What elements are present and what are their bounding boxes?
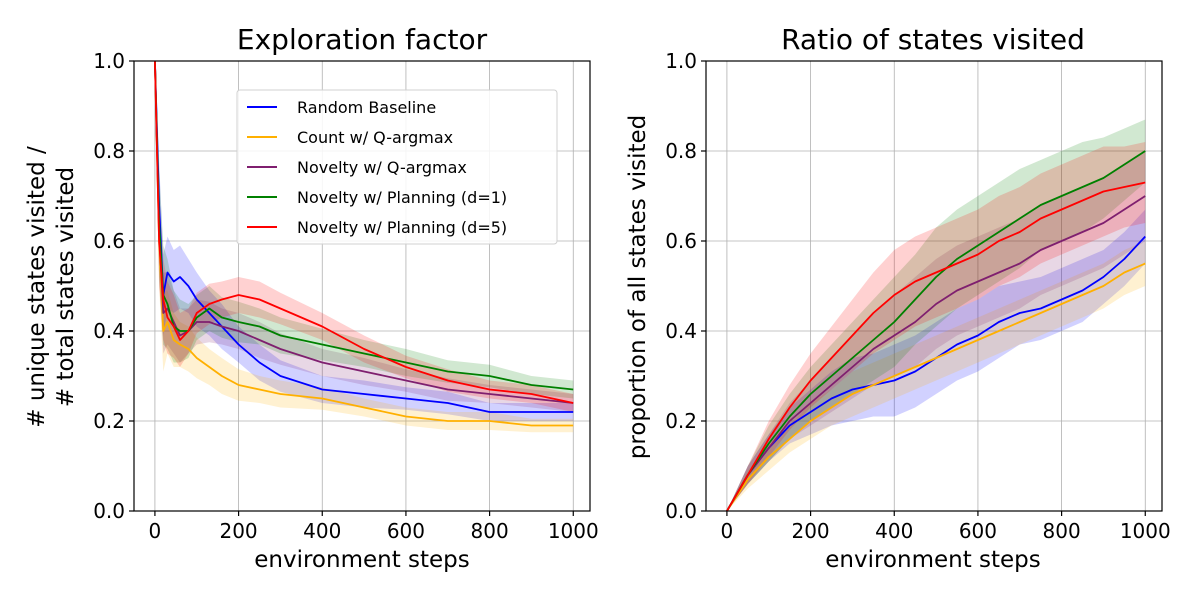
y-tick-label: 0.4 (665, 319, 697, 343)
line-random-baseline (154, 61, 574, 413)
legend: Random Baseline Count w/ Q-argmax Novelty … (236, 89, 558, 245)
x-tick-label: 400 (875, 519, 913, 543)
line-novelty-w-planning-d-1 (726, 150, 1146, 511)
legend-label-novelty-w-planning-d-1: Novelty w/ Planning (d=1) (297, 188, 507, 207)
line-novelty-w-q-argmax (726, 195, 1146, 511)
chart-ratio-of-states-visited: Ratio of states visited environment step… (625, 23, 1171, 573)
plot-frame (133, 60, 591, 512)
line-novelty-w-planning-d-5 (154, 61, 574, 404)
x-tick-label: 200 (791, 519, 829, 543)
band-novelty-w-planning-d-5 (726, 142, 1146, 511)
y-axis-label-line-2: # total states visited (53, 167, 79, 407)
y-tick-label: 0.0 (93, 499, 125, 523)
line-novelty-w-planning-d-5 (726, 181, 1146, 511)
band-random-baseline (726, 209, 1146, 511)
x-tick-label: 800 (1043, 519, 1081, 543)
y-tick-label: 0.8 (665, 139, 697, 163)
chart-title: Ratio of states visited (781, 23, 1085, 56)
x-tick-label: 200 (219, 519, 257, 543)
band-novelty-w-planning-d-1 (726, 119, 1146, 511)
x-tick-label: 600 (959, 519, 997, 543)
y-tick-label: 1.0 (665, 49, 697, 73)
x-tick-label: 0 (149, 519, 162, 543)
band-novelty-w-planning-d-5 (154, 61, 574, 412)
x-tick-label: 1000 (548, 519, 599, 543)
legend-label-random-baseline: Random Baseline (297, 98, 436, 117)
legend-label-novelty-w-q-argmax: Novelty w/ Q-argmax (297, 158, 467, 177)
x-axis-label: environment steps (825, 547, 1041, 573)
line-novelty-w-planning-d-1 (154, 61, 574, 391)
y-tick-label: 0.6 (665, 229, 697, 253)
x-tick-label: 400 (303, 519, 341, 543)
legend-frame (236, 89, 558, 245)
x-tick-label: 600 (387, 519, 425, 543)
chart-exploration-factor: Exploration factor environment steps # u… (24, 23, 599, 573)
line-count-w-q-argmax (154, 61, 574, 427)
y-tick-label: 0.2 (665, 409, 697, 433)
x-tick-label: 0 (721, 519, 734, 543)
x-tick-label: 800 (471, 519, 509, 543)
confidence-bands (726, 119, 1146, 511)
y-axis-label: proportion of all states visited (625, 115, 651, 459)
y-axis-label-line-1: # unique states visited / (24, 146, 50, 428)
y-tick-label: 0.2 (93, 409, 125, 433)
confidence-bands (154, 61, 574, 433)
band-novelty-w-planning-d-1 (154, 61, 574, 399)
chart-title: Exploration factor (237, 23, 488, 56)
y-tick-label: 0.6 (93, 229, 125, 253)
legend-label-novelty-w-planning-d-5: Novelty w/ Planning (d=5) (297, 218, 507, 237)
band-novelty-w-q-argmax (726, 151, 1146, 511)
y-tick-label: 1.0 (93, 49, 125, 73)
x-tick-label: 1000 (1120, 519, 1171, 543)
series-lines (154, 61, 574, 427)
series-lines (726, 150, 1146, 511)
legend-label-count-w-q-argmax: Count w/ Q-argmax (297, 128, 453, 147)
y-tick-label: 0.8 (93, 139, 125, 163)
band-novelty-w-q-argmax (154, 61, 574, 412)
plot-frame (705, 60, 1163, 512)
x-axis-label: environment steps (254, 547, 470, 573)
y-tick-label: 0.4 (93, 319, 125, 343)
line-count-w-q-argmax (726, 262, 1146, 511)
y-tick-label: 0.0 (665, 499, 697, 523)
